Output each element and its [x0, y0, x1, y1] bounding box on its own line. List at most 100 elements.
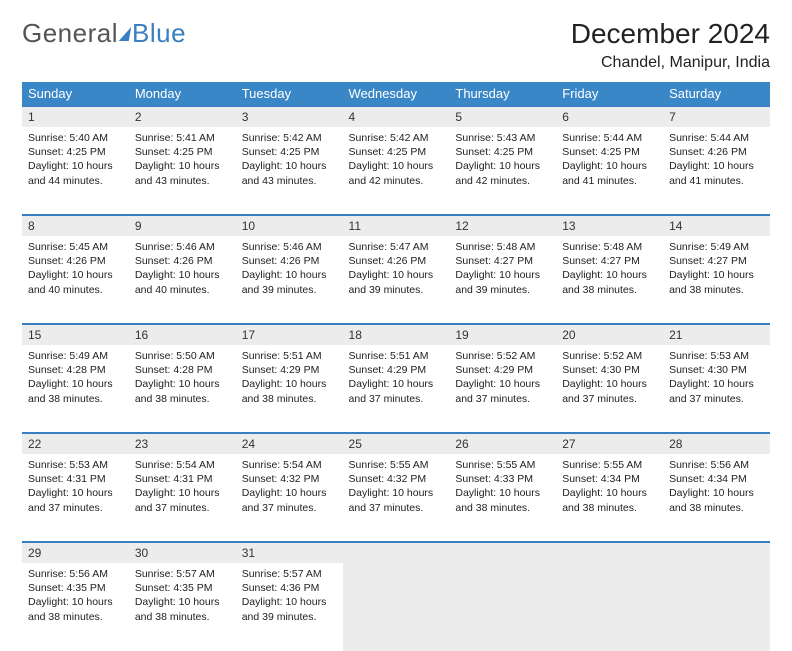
daylight-line: Daylight: 10 hours and 38 minutes. [562, 268, 657, 296]
day-number: 21 [663, 324, 770, 345]
sunset-line: Sunset: 4:32 PM [349, 472, 444, 486]
day-content: Sunrise: 5:50 AMSunset: 4:28 PMDaylight:… [129, 345, 236, 433]
day-content: Sunrise: 5:48 AMSunset: 4:27 PMDaylight:… [449, 236, 556, 324]
daylight-line: Daylight: 10 hours and 38 minutes. [135, 595, 230, 623]
day-number: 1 [22, 106, 129, 127]
day-number: 23 [129, 433, 236, 454]
sunset-line: Sunset: 4:34 PM [562, 472, 657, 486]
day-number [343, 542, 450, 563]
daylight-line: Daylight: 10 hours and 37 minutes. [562, 377, 657, 405]
day-content: Sunrise: 5:48 AMSunset: 4:27 PMDaylight:… [556, 236, 663, 324]
day-content: Sunrise: 5:54 AMSunset: 4:32 PMDaylight:… [236, 454, 343, 542]
content-row: Sunrise: 5:53 AMSunset: 4:31 PMDaylight:… [22, 454, 770, 542]
day-number: 2 [129, 106, 236, 127]
day-content: Sunrise: 5:57 AMSunset: 4:36 PMDaylight:… [236, 563, 343, 651]
sunrise-line: Sunrise: 5:53 AM [28, 458, 123, 472]
weekday-header-row: SundayMondayTuesdayWednesdayThursdayFrid… [22, 82, 770, 106]
daylight-line: Daylight: 10 hours and 38 minutes. [562, 486, 657, 514]
day-content: Sunrise: 5:44 AMSunset: 4:25 PMDaylight:… [556, 127, 663, 215]
daylight-line: Daylight: 10 hours and 39 minutes. [242, 268, 337, 296]
day-content: Sunrise: 5:55 AMSunset: 4:34 PMDaylight:… [556, 454, 663, 542]
day-content: Sunrise: 5:49 AMSunset: 4:27 PMDaylight:… [663, 236, 770, 324]
daylight-line: Daylight: 10 hours and 39 minutes. [242, 595, 337, 623]
sunrise-line: Sunrise: 5:54 AM [135, 458, 230, 472]
sunrise-line: Sunrise: 5:55 AM [455, 458, 550, 472]
sunset-line: Sunset: 4:26 PM [135, 254, 230, 268]
sunset-line: Sunset: 4:27 PM [669, 254, 764, 268]
sunset-line: Sunset: 4:31 PM [135, 472, 230, 486]
day-content: Sunrise: 5:49 AMSunset: 4:28 PMDaylight:… [22, 345, 129, 433]
title-block: December 2024 Chandel, Manipur, India [571, 18, 770, 72]
sunset-line: Sunset: 4:28 PM [135, 363, 230, 377]
weekday-header: Tuesday [236, 82, 343, 106]
daylight-line: Daylight: 10 hours and 37 minutes. [28, 486, 123, 514]
day-number: 30 [129, 542, 236, 563]
sunrise-line: Sunrise: 5:41 AM [135, 131, 230, 145]
sunrise-line: Sunrise: 5:49 AM [28, 349, 123, 363]
day-number: 31 [236, 542, 343, 563]
daylight-line: Daylight: 10 hours and 38 minutes. [28, 377, 123, 405]
daylight-line: Daylight: 10 hours and 38 minutes. [135, 377, 230, 405]
day-number: 18 [343, 324, 450, 345]
sunset-line: Sunset: 4:26 PM [669, 145, 764, 159]
weekday-header: Wednesday [343, 82, 450, 106]
day-content: Sunrise: 5:43 AMSunset: 4:25 PMDaylight:… [449, 127, 556, 215]
day-content: Sunrise: 5:45 AMSunset: 4:26 PMDaylight:… [22, 236, 129, 324]
daylight-line: Daylight: 10 hours and 42 minutes. [349, 159, 444, 187]
day-content: Sunrise: 5:47 AMSunset: 4:26 PMDaylight:… [343, 236, 450, 324]
header: General Blue December 2024 Chandel, Mani… [22, 18, 770, 72]
daynum-row: 1234567 [22, 106, 770, 127]
sunset-line: Sunset: 4:25 PM [349, 145, 444, 159]
sunrise-line: Sunrise: 5:50 AM [135, 349, 230, 363]
sunset-line: Sunset: 4:36 PM [242, 581, 337, 595]
sunrise-line: Sunrise: 5:53 AM [669, 349, 764, 363]
day-content: Sunrise: 5:52 AMSunset: 4:29 PMDaylight:… [449, 345, 556, 433]
sunset-line: Sunset: 4:33 PM [455, 472, 550, 486]
sunset-line: Sunset: 4:29 PM [455, 363, 550, 377]
day-number: 9 [129, 215, 236, 236]
day-number: 19 [449, 324, 556, 345]
sunset-line: Sunset: 4:25 PM [562, 145, 657, 159]
daylight-line: Daylight: 10 hours and 41 minutes. [562, 159, 657, 187]
sunset-line: Sunset: 4:27 PM [455, 254, 550, 268]
daynum-row: 22232425262728 [22, 433, 770, 454]
day-number [449, 542, 556, 563]
day-number [663, 542, 770, 563]
day-number: 29 [22, 542, 129, 563]
day-content [343, 563, 450, 651]
sunset-line: Sunset: 4:32 PM [242, 472, 337, 486]
sunset-line: Sunset: 4:31 PM [28, 472, 123, 486]
day-number: 6 [556, 106, 663, 127]
day-number: 12 [449, 215, 556, 236]
daylight-line: Daylight: 10 hours and 40 minutes. [135, 268, 230, 296]
content-row: Sunrise: 5:56 AMSunset: 4:35 PMDaylight:… [22, 563, 770, 651]
weekday-header: Thursday [449, 82, 556, 106]
day-number: 28 [663, 433, 770, 454]
daylight-line: Daylight: 10 hours and 37 minutes. [135, 486, 230, 514]
day-content: Sunrise: 5:42 AMSunset: 4:25 PMDaylight:… [236, 127, 343, 215]
daylight-line: Daylight: 10 hours and 37 minutes. [349, 377, 444, 405]
sunset-line: Sunset: 4:34 PM [669, 472, 764, 486]
daylight-line: Daylight: 10 hours and 38 minutes. [242, 377, 337, 405]
day-number: 27 [556, 433, 663, 454]
day-content: Sunrise: 5:53 AMSunset: 4:31 PMDaylight:… [22, 454, 129, 542]
sunrise-line: Sunrise: 5:40 AM [28, 131, 123, 145]
sunset-line: Sunset: 4:35 PM [28, 581, 123, 595]
sunrise-line: Sunrise: 5:55 AM [562, 458, 657, 472]
daynum-row: 293031 [22, 542, 770, 563]
day-number: 22 [22, 433, 129, 454]
day-content [556, 563, 663, 651]
day-content: Sunrise: 5:51 AMSunset: 4:29 PMDaylight:… [236, 345, 343, 433]
sunrise-line: Sunrise: 5:44 AM [562, 131, 657, 145]
daylight-line: Daylight: 10 hours and 42 minutes. [455, 159, 550, 187]
day-content: Sunrise: 5:52 AMSunset: 4:30 PMDaylight:… [556, 345, 663, 433]
day-content: Sunrise: 5:56 AMSunset: 4:34 PMDaylight:… [663, 454, 770, 542]
sunset-line: Sunset: 4:26 PM [349, 254, 444, 268]
sunset-line: Sunset: 4:26 PM [28, 254, 123, 268]
day-number: 20 [556, 324, 663, 345]
content-row: Sunrise: 5:45 AMSunset: 4:26 PMDaylight:… [22, 236, 770, 324]
sunrise-line: Sunrise: 5:42 AM [349, 131, 444, 145]
sunset-line: Sunset: 4:28 PM [28, 363, 123, 377]
sunrise-line: Sunrise: 5:52 AM [455, 349, 550, 363]
day-number: 7 [663, 106, 770, 127]
